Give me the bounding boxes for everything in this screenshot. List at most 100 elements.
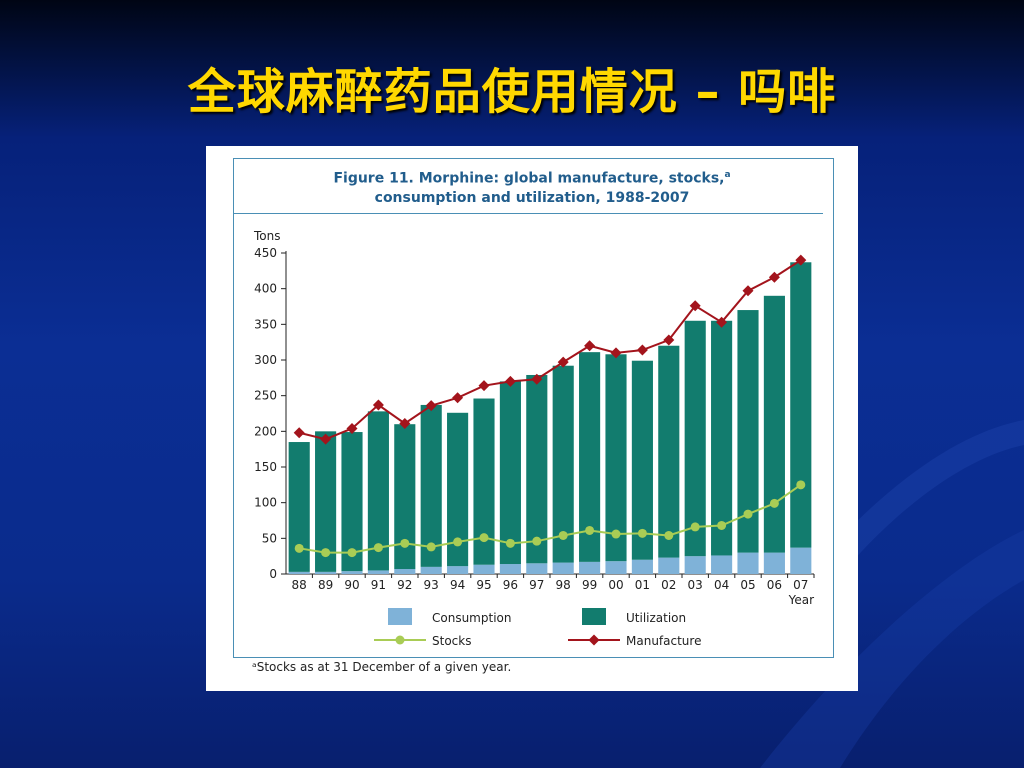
bar-utilization <box>367 411 389 571</box>
x-tick-label: 01 <box>635 578 650 592</box>
bar-utilization <box>499 381 521 565</box>
x-tick-label: 07 <box>793 578 808 592</box>
x-tick-label: 93 <box>424 578 439 592</box>
marker-manufacture <box>610 347 622 359</box>
bar-utilization <box>315 431 337 572</box>
x-tick-label: 90 <box>344 578 359 592</box>
marker-stocks <box>400 538 410 548</box>
bar-utilization <box>737 310 759 553</box>
figure-title-rule <box>233 213 823 214</box>
bar-utilization <box>605 354 627 562</box>
marker-manufacture <box>425 400 437 412</box>
y-tick-label: 200 <box>254 424 277 438</box>
legend-label-consumption: Consumption <box>432 611 511 625</box>
y-tick-label: 100 <box>254 496 277 510</box>
marker-stocks <box>505 538 515 548</box>
marker-stocks <box>717 520 727 530</box>
bar-consumption <box>473 564 495 574</box>
x-tick-label: 92 <box>397 578 412 592</box>
y-tick-label: 0 <box>269 567 277 581</box>
y-tick-label: 350 <box>254 317 277 331</box>
bar-consumption <box>790 547 812 574</box>
legend-label-manufacture: Manufacture <box>626 634 701 648</box>
bar-utilization <box>684 320 706 557</box>
bar-utilization <box>763 295 785 553</box>
marker-manufacture <box>557 356 569 368</box>
bar-consumption <box>579 561 601 574</box>
legend-marker-manufacture <box>588 634 600 646</box>
x-tick-label: 96 <box>503 578 518 592</box>
x-tick-label: 88 <box>292 578 307 592</box>
marker-manufacture <box>531 373 543 385</box>
figure-title-text: Figure 11. Morphine: global manufacture,… <box>333 170 725 187</box>
bar-consumption <box>763 552 785 574</box>
marker-stocks <box>611 529 621 539</box>
marker-stocks <box>347 548 357 558</box>
bar-utilization <box>341 432 363 572</box>
bar-consumption <box>711 555 733 574</box>
bar-utilization <box>526 374 548 564</box>
bar-consumption <box>552 562 574 574</box>
marker-stocks <box>453 537 463 547</box>
marker-stocks <box>373 543 383 553</box>
marker-manufacture <box>452 392 464 404</box>
marker-stocks <box>426 542 436 552</box>
bar-utilization <box>447 412 469 567</box>
bar-consumption <box>367 570 389 574</box>
bar-consumption <box>315 571 337 574</box>
marker-manufacture <box>663 334 675 346</box>
bar-consumption <box>658 557 680 574</box>
y-tick-label: 400 <box>254 282 277 296</box>
x-tick-label: 89 <box>318 578 333 592</box>
marker-stocks <box>321 548 331 558</box>
x-tick-label: 00 <box>608 578 623 592</box>
x-tick-label: 99 <box>582 578 597 592</box>
marker-manufacture <box>372 399 384 411</box>
marker-stocks <box>558 530 568 540</box>
bar-consumption <box>420 566 442 574</box>
x-tick-label: 03 <box>688 578 703 592</box>
legend-label-utilization: Utilization <box>626 611 686 625</box>
slide-title: 全球麻醉药品使用情况 – 吗啡 <box>187 64 837 120</box>
legend-marker-stocks <box>395 635 405 645</box>
marker-stocks <box>664 530 674 540</box>
marker-manufacture <box>478 380 490 392</box>
x-tick-label: 91 <box>371 578 386 592</box>
bar-consumption <box>684 556 706 574</box>
marker-manufacture <box>795 254 807 266</box>
bar-utilization <box>288 442 310 572</box>
bar-utilization <box>790 262 812 548</box>
bar-utilization <box>658 345 680 558</box>
marker-stocks <box>294 543 304 553</box>
y-tick-label: 250 <box>254 389 277 403</box>
bar-utilization <box>579 352 601 562</box>
x-tick-label: 04 <box>714 578 729 592</box>
y-tick-label: 450 <box>254 246 277 260</box>
legend-label-stocks: Stocks <box>432 634 471 648</box>
x-tick-label: 95 <box>476 578 491 592</box>
marker-manufacture <box>293 427 305 439</box>
marker-stocks <box>637 528 647 538</box>
marker-manufacture <box>636 344 648 356</box>
marker-stocks <box>532 536 542 546</box>
bar-consumption <box>447 566 469 574</box>
marker-manufacture <box>689 300 701 312</box>
marker-manufacture <box>504 375 516 387</box>
figure-title-line1: Figure 11. Morphine: global manufacture,… <box>206 170 858 187</box>
x-tick-label: 94 <box>450 578 465 592</box>
x-tick-label: 05 <box>740 578 755 592</box>
marker-manufacture <box>768 271 780 283</box>
y-tick-label: 50 <box>262 531 277 545</box>
figure-card: Figure 11. Morphine: global manufacture,… <box>206 146 858 691</box>
marker-stocks <box>769 498 779 508</box>
marker-stocks <box>585 525 595 535</box>
bar-utilization <box>631 360 653 560</box>
bar-consumption <box>605 561 627 574</box>
y-tick-label: 150 <box>254 460 277 474</box>
legend-swatch-consumption <box>388 608 412 625</box>
x-tick-label: 97 <box>529 578 544 592</box>
x-tick-label: 98 <box>556 578 571 592</box>
bar-utilization <box>711 320 733 556</box>
x-tick-label: 06 <box>767 578 782 592</box>
